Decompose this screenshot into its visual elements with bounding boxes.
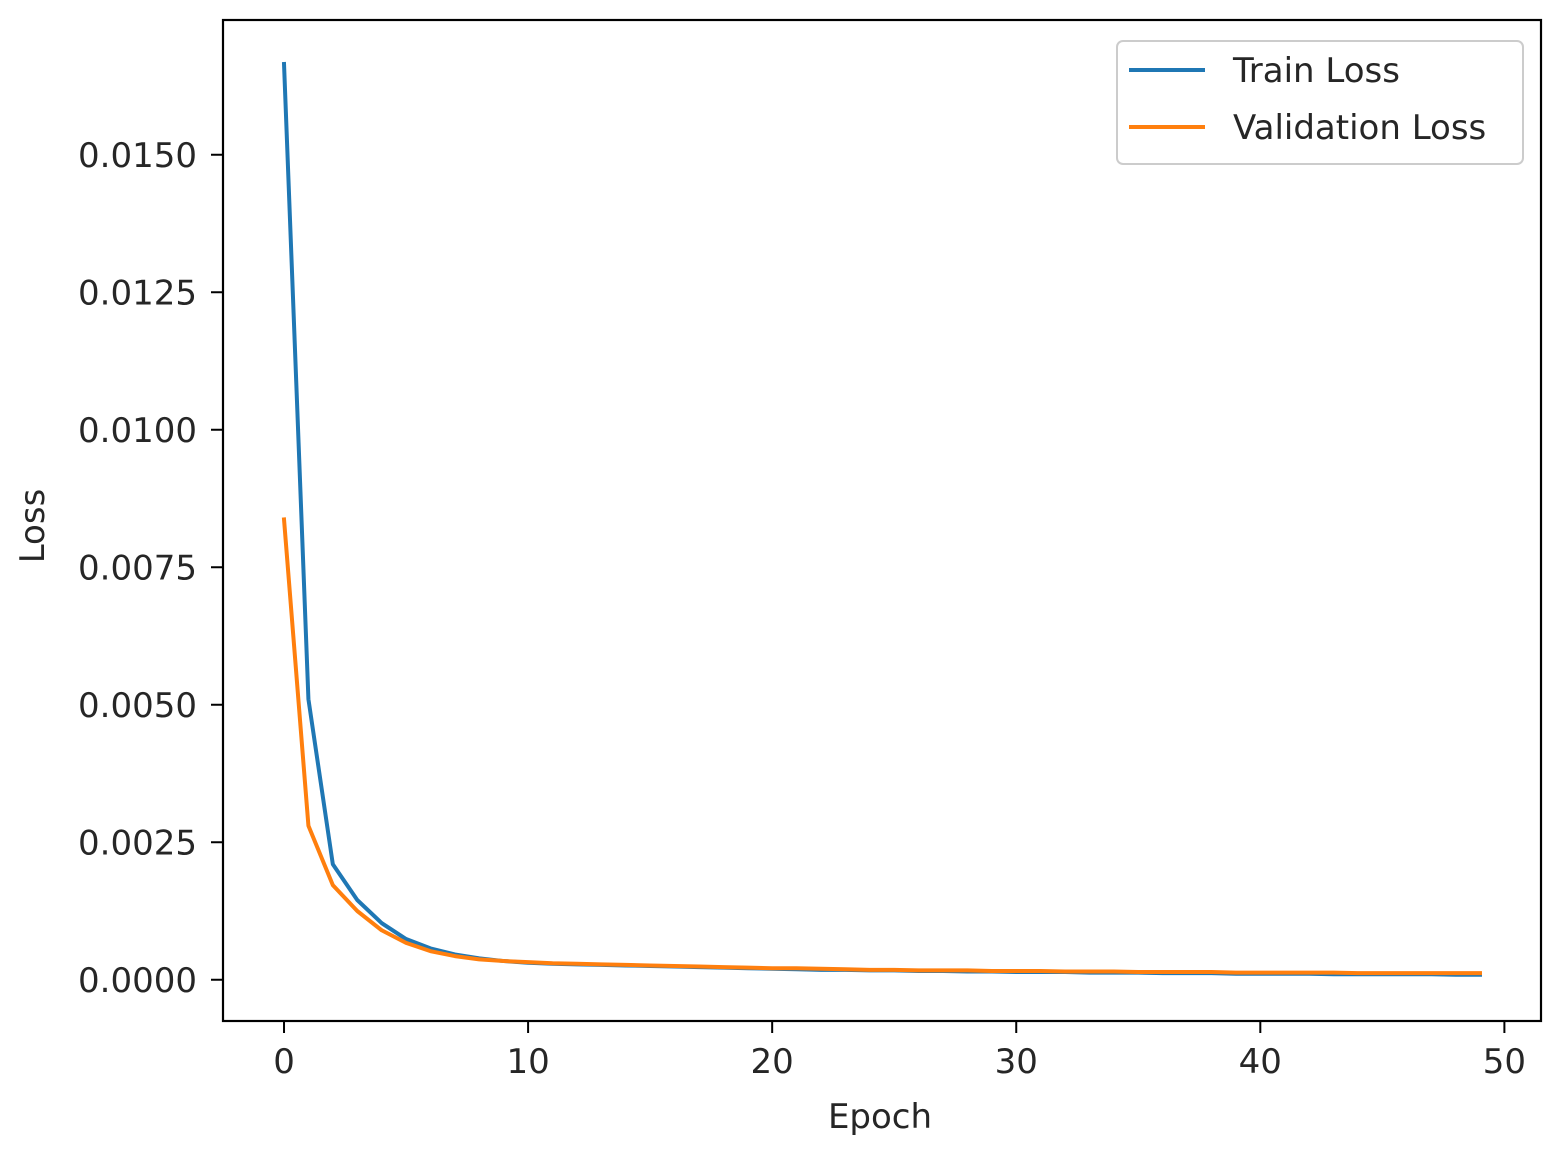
x-axis-label: Epoch	[828, 1097, 932, 1137]
x-tick-label: 0	[273, 1042, 295, 1082]
legend: Train Loss Validation Loss	[1116, 40, 1524, 165]
y-tick-label: 0.0050	[78, 686, 197, 726]
legend-box	[1116, 40, 1524, 165]
x-tick-label: 20	[751, 1042, 794, 1082]
series-line-validation-loss	[281, 517, 1482, 976]
plot-frame	[221, 18, 1543, 1023]
x-tick-label: 10	[506, 1042, 549, 1082]
y-axis-label: Loss	[13, 489, 53, 564]
legend-label: Validation Loss	[1233, 108, 1486, 148]
x-tick-label: 50	[1483, 1042, 1526, 1082]
x-tick-label: 30	[995, 1042, 1038, 1082]
y-tick-label: 0.0150	[78, 136, 197, 176]
series-layer	[281, 61, 1482, 977]
y-tick-label: 0.0000	[78, 961, 197, 1001]
y-tick-label: 0.0025	[78, 823, 197, 863]
axes-layer: 0 10 20 30 40 50 0.0000 0.0025 0.0050 0.0075 0.010…	[78, 18, 1543, 1082]
y-tick-label: 0.0125	[78, 273, 197, 313]
y-tick-label: 0.0100	[78, 411, 197, 451]
series-line-train-loss	[281, 61, 1482, 977]
legend-label: Train Loss	[1232, 51, 1400, 91]
x-tick-label: 40	[1239, 1042, 1282, 1082]
y-tick-label: 0.0075	[78, 548, 197, 588]
